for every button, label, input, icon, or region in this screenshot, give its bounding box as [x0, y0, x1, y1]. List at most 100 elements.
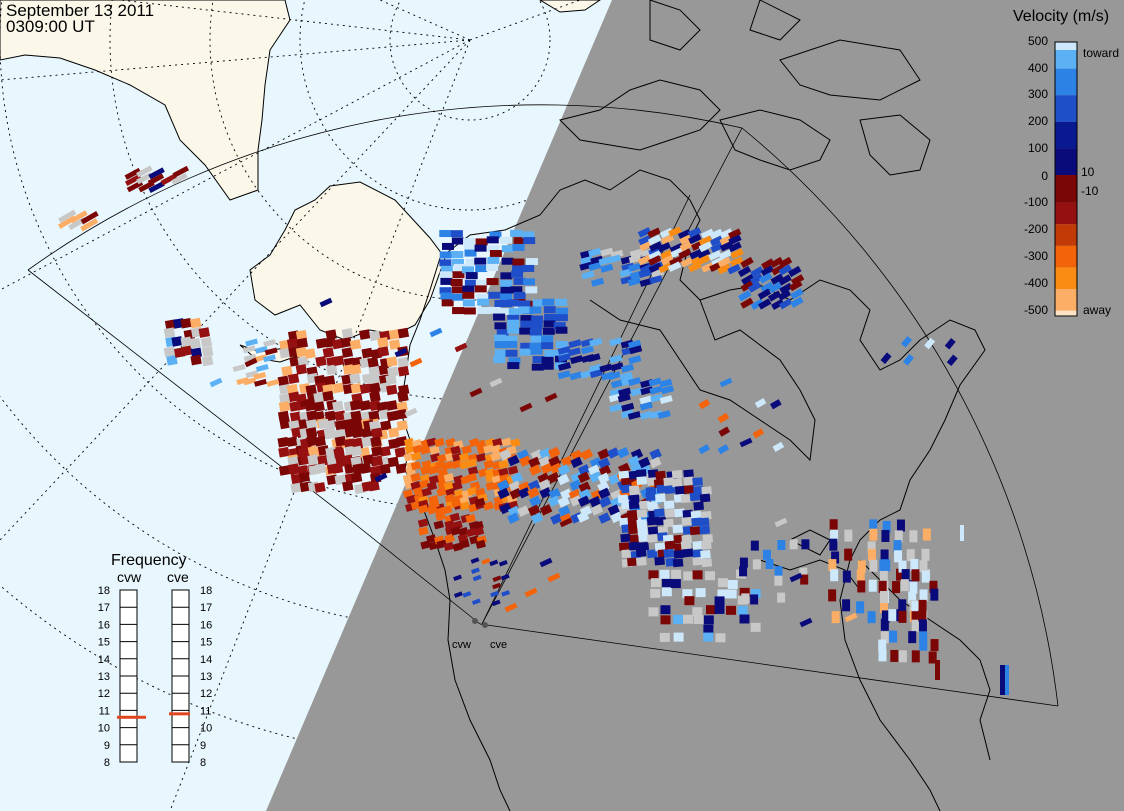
scatter-cell [465, 513, 476, 523]
scatter-cell [369, 391, 381, 403]
scatter-cell [627, 411, 641, 420]
time-label: 0309:00 UT [6, 17, 95, 36]
scatter-cell [295, 364, 308, 375]
scatter-cell [388, 329, 401, 340]
scatter-cell [124, 167, 142, 180]
scatter-cell [888, 609, 897, 622]
scatter-cell [441, 505, 453, 515]
scatter-cell [326, 364, 338, 376]
scatter-cell [147, 173, 165, 186]
scatter-cell [911, 619, 920, 632]
scatter-cell [774, 566, 783, 577]
scatter-cell [500, 236, 513, 244]
scatter-cell [253, 371, 267, 380]
frequency-col-label-cvw: cvw [117, 569, 142, 585]
scatter-cell [305, 419, 318, 430]
scatter-cell [921, 570, 930, 583]
scatter-cell [689, 248, 703, 260]
scatter-cell [700, 549, 711, 559]
scatter-cell [522, 231, 535, 239]
scatter-cell [555, 314, 568, 322]
scatter-cell [439, 251, 452, 259]
scatter-cell [287, 373, 300, 384]
scatter-cell [726, 589, 737, 599]
scatter-cell [340, 337, 352, 348]
scatter-cell [277, 436, 289, 448]
scatter-cell [477, 307, 490, 315]
scatter-cell [523, 278, 536, 286]
scatter-cell [499, 473, 510, 483]
scatter-cell [597, 448, 610, 460]
scatter-cell [508, 308, 521, 316]
scatter-cell [334, 410, 346, 421]
scatter-cell [754, 397, 767, 409]
scatter-cell [80, 218, 99, 232]
scatter-cell [930, 588, 939, 601]
land-siberia [0, 0, 291, 201]
scatter-cell [779, 282, 793, 294]
scatter-cell [728, 234, 742, 245]
scatter-cell [580, 345, 594, 355]
scatter-cell [511, 270, 524, 278]
frequency-marker-cve [169, 712, 190, 716]
scatter-cell [659, 395, 673, 405]
scatter-cell [439, 230, 452, 238]
scatter-cell [436, 487, 447, 497]
frequency-tick-label-right: 18 [200, 585, 212, 597]
scatter-cell [459, 539, 470, 549]
scatter-cell [660, 385, 675, 395]
scatter-cell [548, 488, 561, 500]
scatter-cell [500, 293, 513, 301]
velocity-colorbar: Velocity (m/s) 500400300200100100-10-100… [1013, 8, 1119, 317]
scatter-cell [750, 298, 765, 311]
scatter-cell [880, 631, 889, 644]
scatter-cell [719, 377, 733, 388]
scatter-cell [880, 600, 889, 613]
scatter-cell [688, 233, 702, 245]
scatter-cell [856, 569, 865, 582]
scatter-cell [828, 589, 837, 602]
scatter-cell [371, 455, 384, 467]
scatter-cell [671, 569, 682, 579]
colorbar-swatch [1055, 289, 1077, 311]
scatter-cell [801, 539, 810, 550]
scatter-cell [441, 242, 454, 250]
frequency-tick-label-left: 16 [98, 619, 110, 631]
scatter-cell [728, 241, 742, 253]
scatter-cell [919, 631, 928, 644]
scatter-cell [475, 452, 487, 463]
scatter-cell [450, 526, 462, 536]
scatter-cell [680, 256, 694, 268]
scatter-cell [518, 300, 531, 308]
scatter-cell [737, 265, 752, 278]
scatter-cell [640, 386, 654, 396]
scatter-cell [557, 370, 571, 380]
scatter-cell [918, 609, 927, 622]
frequency-tick-label-right: 15 [200, 637, 212, 649]
scatter-cell [350, 472, 363, 483]
scatter-cell [519, 455, 532, 467]
scatter-cell [451, 237, 464, 245]
scatter-cell [660, 249, 674, 260]
frequency-tick-label-left: 9 [104, 740, 110, 752]
scatter-cell [559, 517, 573, 528]
scatter-cell [428, 475, 440, 485]
scatter-cell [922, 528, 931, 541]
scatter-cell [739, 557, 748, 568]
scatter-cell [539, 557, 553, 568]
scatter-cell [598, 487, 611, 500]
scatter-cell [599, 496, 612, 508]
scatter-cell [350, 382, 362, 394]
scatter-cell [697, 249, 711, 260]
scatter-cell [513, 277, 526, 285]
scatter-cell [387, 427, 400, 438]
scatter-cell [935, 660, 940, 680]
scatter-cell [426, 437, 437, 447]
scatter-cell [395, 463, 407, 474]
scatter-cell [334, 436, 347, 447]
scatter-cell [650, 588, 661, 598]
scatter-cell [717, 263, 731, 275]
scatter-cell [878, 639, 887, 652]
scatter-cell [529, 342, 542, 350]
scatter-cell [717, 444, 730, 455]
